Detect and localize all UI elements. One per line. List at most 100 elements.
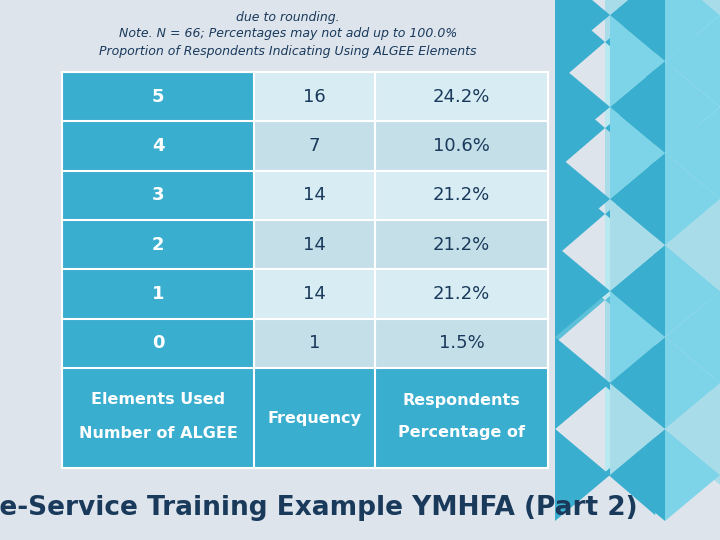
Text: 10.6%: 10.6% (433, 137, 490, 155)
Polygon shape (655, 0, 705, 85)
Polygon shape (705, 85, 720, 171)
Polygon shape (610, 153, 665, 245)
Polygon shape (655, 257, 705, 343)
Bar (254, 171, 548, 220)
Polygon shape (610, 61, 665, 153)
Text: Elements Used: Elements Used (91, 393, 225, 408)
Polygon shape (605, 300, 655, 386)
Polygon shape (665, 383, 720, 475)
Text: 7: 7 (309, 137, 320, 155)
Text: 0: 0 (152, 334, 164, 352)
Polygon shape (655, 343, 705, 429)
Bar (254, 269, 548, 319)
Bar (62, 171, 254, 220)
Text: 5: 5 (152, 87, 164, 106)
Polygon shape (665, 107, 720, 199)
Polygon shape (610, 15, 665, 107)
Polygon shape (705, 257, 720, 343)
Polygon shape (605, 0, 655, 85)
Polygon shape (665, 0, 720, 61)
Polygon shape (605, 85, 655, 171)
Bar (62, 220, 254, 269)
Text: 14: 14 (303, 235, 326, 254)
Text: Percentage of: Percentage of (398, 426, 525, 441)
Polygon shape (705, 171, 720, 257)
Polygon shape (605, 343, 655, 429)
Polygon shape (555, 337, 610, 429)
Text: 21.2%: 21.2% (433, 235, 490, 254)
Bar (254, 122, 548, 171)
Polygon shape (705, 343, 720, 429)
Polygon shape (610, 107, 665, 199)
Polygon shape (555, 171, 605, 257)
Text: Note. N = 66; Percentages may not add up to 100.0%: Note. N = 66; Percentages may not add up… (119, 28, 457, 40)
Polygon shape (705, 0, 720, 85)
Bar (254, 220, 548, 269)
Polygon shape (705, 300, 720, 386)
Polygon shape (605, 257, 655, 343)
Bar (62, 319, 254, 368)
Polygon shape (555, 429, 605, 515)
Polygon shape (655, 429, 705, 515)
Polygon shape (665, 199, 720, 291)
Text: 1.5%: 1.5% (439, 334, 485, 352)
Text: Number of ALGEE: Number of ALGEE (78, 426, 238, 441)
Text: 3: 3 (152, 186, 164, 204)
Bar (254, 319, 548, 368)
Polygon shape (610, 0, 665, 61)
Polygon shape (555, 61, 610, 153)
Polygon shape (610, 337, 665, 429)
Polygon shape (665, 0, 720, 15)
Polygon shape (665, 337, 720, 429)
Polygon shape (655, 85, 705, 171)
Polygon shape (665, 245, 720, 337)
Text: Respondents: Respondents (403, 393, 521, 408)
Polygon shape (610, 429, 665, 521)
Polygon shape (610, 0, 665, 15)
Text: 2: 2 (152, 235, 164, 254)
Polygon shape (555, 0, 605, 85)
Text: 21.2%: 21.2% (433, 285, 490, 303)
Polygon shape (605, 171, 655, 257)
Text: Proportion of Respondents Indicating Using ALGEE Elements: Proportion of Respondents Indicating Usi… (99, 45, 477, 58)
Polygon shape (705, 42, 720, 128)
Polygon shape (555, 85, 605, 171)
Text: 14: 14 (303, 285, 326, 303)
Bar (62, 368, 548, 468)
Polygon shape (605, 42, 655, 128)
Polygon shape (705, 386, 720, 472)
Text: 21.2%: 21.2% (433, 186, 490, 204)
Polygon shape (610, 245, 665, 337)
Polygon shape (665, 429, 720, 521)
Polygon shape (605, 386, 655, 472)
Polygon shape (705, 214, 720, 300)
Polygon shape (705, 429, 720, 515)
Polygon shape (605, 214, 655, 300)
Text: 24.2%: 24.2% (433, 87, 490, 106)
Polygon shape (705, 128, 720, 214)
Text: 1: 1 (152, 285, 164, 303)
Polygon shape (555, 0, 610, 61)
Text: Frequency: Frequency (268, 410, 361, 426)
Polygon shape (605, 429, 655, 515)
Polygon shape (555, 245, 610, 337)
Text: 4: 4 (152, 137, 164, 155)
Polygon shape (605, 0, 655, 42)
Polygon shape (555, 343, 605, 429)
Bar (254, 72, 548, 122)
Polygon shape (665, 153, 720, 245)
Bar (62, 72, 254, 122)
Text: 14: 14 (303, 186, 326, 204)
Polygon shape (610, 291, 665, 383)
Polygon shape (655, 171, 705, 257)
Polygon shape (665, 15, 720, 107)
Polygon shape (610, 199, 665, 291)
Polygon shape (665, 291, 720, 383)
Polygon shape (610, 383, 665, 475)
Polygon shape (665, 61, 720, 153)
Bar (62, 269, 254, 319)
Text: 16: 16 (303, 87, 326, 106)
Bar (62, 122, 254, 171)
Polygon shape (605, 128, 655, 214)
Text: Pre-Service Training Example YMHFA (Part 2): Pre-Service Training Example YMHFA (Part… (0, 495, 638, 521)
